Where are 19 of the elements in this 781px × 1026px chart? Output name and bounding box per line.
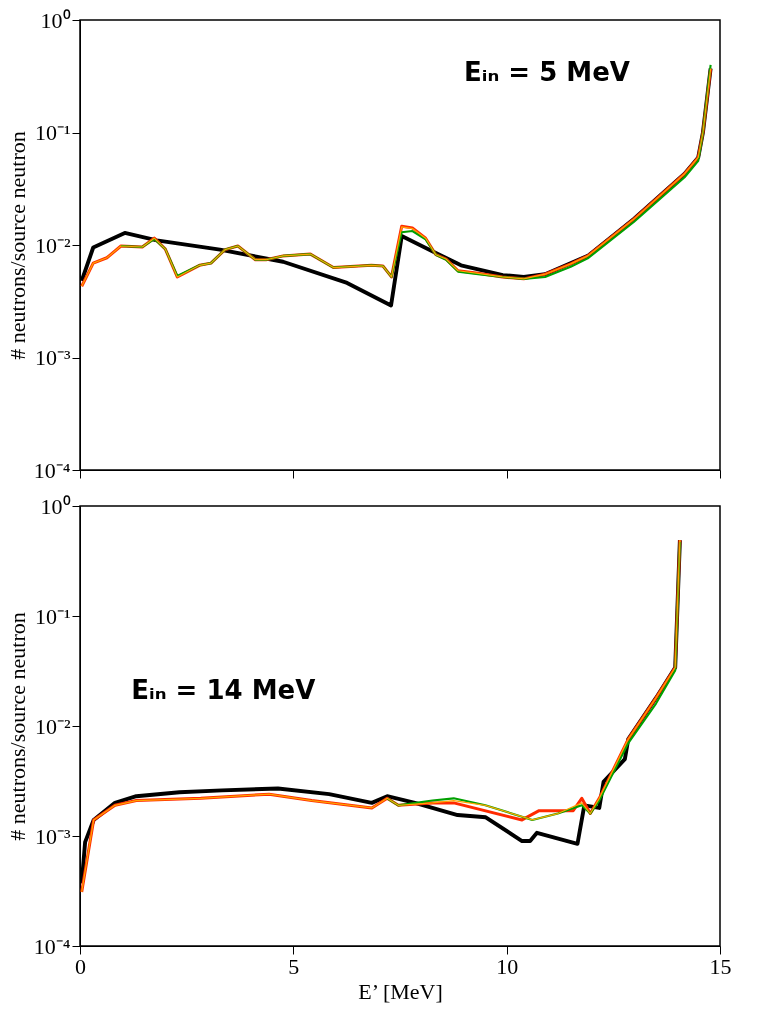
x-axis-title: E’ [MeV]: [358, 978, 443, 1004]
x-tick-label: 15: [709, 953, 732, 979]
annotation: Eᵢₙ = 5 MeV: [464, 56, 630, 87]
y-tick-label: 10⁻²: [34, 232, 71, 258]
y-tick-label: 10⁻¹: [34, 603, 71, 629]
y-tick-label: 10⁻²: [34, 713, 71, 739]
x-tick-label: 0: [75, 953, 86, 979]
y-axis-title: # neutrons/source neutron: [4, 612, 30, 841]
x-tick-label: 5: [288, 953, 300, 979]
annotation: Eᵢₙ = 14 MeV: [131, 674, 316, 705]
x-tick-label: 10: [496, 953, 519, 979]
y-tick-label: 10⁻³: [34, 345, 71, 370]
y-tick-label: 10⁻³: [34, 823, 71, 849]
y-tick-label: 10⁻¹: [34, 120, 71, 145]
y-tick-label: 10⁰: [40, 7, 71, 33]
y-tick-label: 10⁻⁴: [33, 457, 71, 483]
y-axis-title: # neutrons/source neutron: [4, 131, 30, 360]
y-tick-label: 10⁻⁴: [33, 933, 71, 959]
y-tick-label: 10⁰: [40, 493, 71, 519]
